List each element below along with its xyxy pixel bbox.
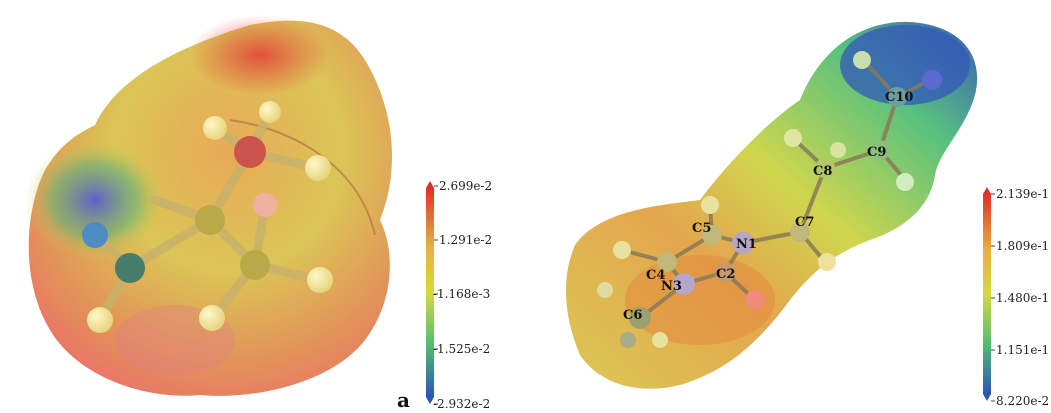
colorbar-b-tick-2: 1.480e-1 <box>996 291 1049 305</box>
atom-label-c2: C2 <box>716 267 735 282</box>
atom-label-c7: C7 <box>795 215 814 230</box>
colorbar-a-tick-1: 1.291e-2 <box>439 233 492 247</box>
colorbar-b-tick-3: 1.151e-1 <box>996 343 1049 357</box>
colorbar-a-tick-2: -1.168e-3 <box>433 287 490 301</box>
colorbar-b-tick-1: 1.809e-1 <box>996 239 1049 253</box>
atom-label-c5: C5 <box>692 221 711 236</box>
panel-a-molecule <box>25 15 392 396</box>
colorbar-b-tick-0: 2.139e-1 <box>996 187 1049 201</box>
atom-label-c4: C4 <box>646 268 665 283</box>
atom-label-c8: C8 <box>813 164 832 179</box>
colorbar-a-tick-4: -2.932e-2 <box>433 397 490 411</box>
atom-label-n1: N1 <box>736 237 757 252</box>
colorbar-b-tick-4: 8.220e-2 <box>996 394 1049 408</box>
panel-b-molecule: C10 C9 C8 C7 N1 C5 C4 C2 N3 C6 <box>565 21 978 389</box>
atom-label-n3: N3 <box>661 279 682 294</box>
colorbar-b: 2.139e-1 1.809e-1 1.480e-1 1.151e-1 8.22… <box>983 187 1049 408</box>
panel-a-label: a <box>397 388 410 412</box>
atom-label-c10: C10 <box>885 90 913 105</box>
atom-label-c9: C9 <box>867 145 886 160</box>
colorbar-a-tick-3: -1.525e-2 <box>433 342 490 356</box>
atom-label-c6: C6 <box>623 308 642 323</box>
colorbar-a: 2.699e-2 1.291e-2 -1.168e-3 -1.525e-2 -2… <box>426 179 492 411</box>
colorbar-a-tick-0: 2.699e-2 <box>439 179 492 193</box>
